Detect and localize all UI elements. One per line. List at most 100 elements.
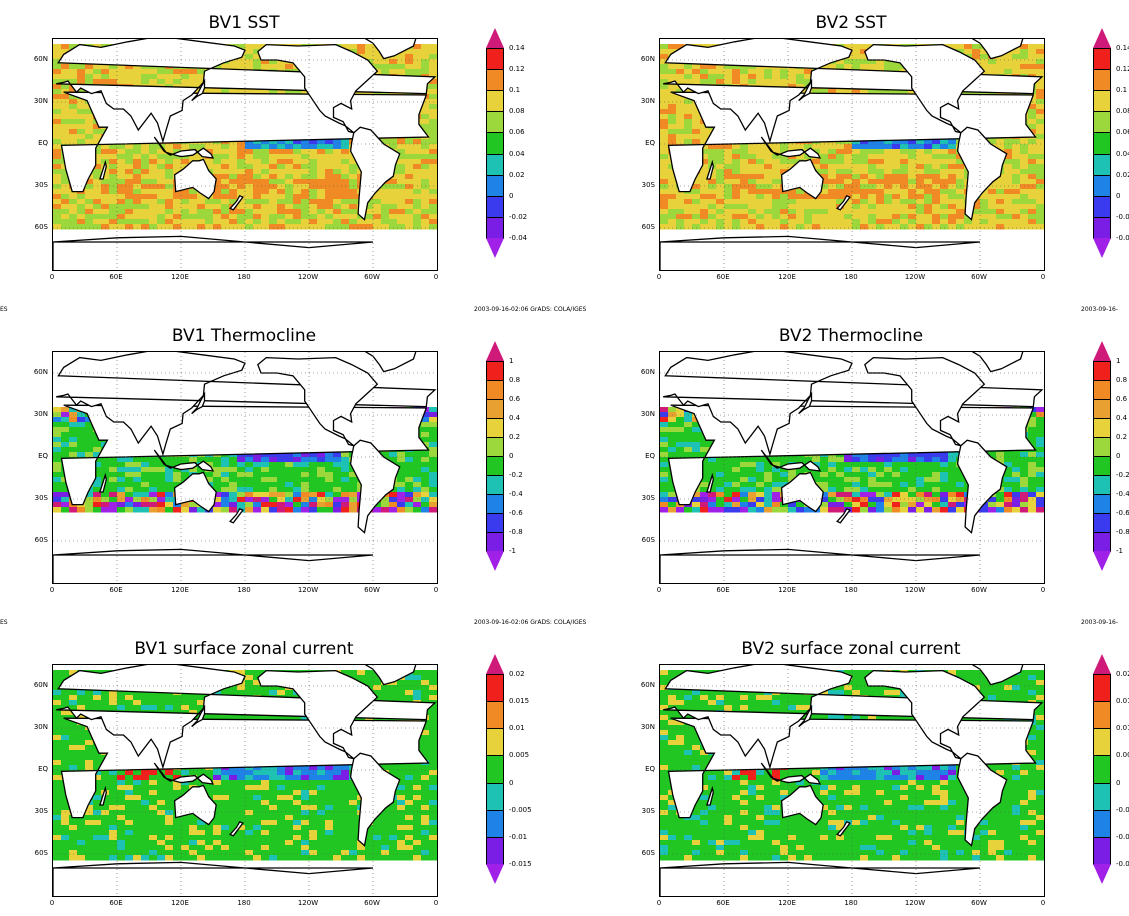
field-cell xyxy=(868,199,877,205)
field-cell xyxy=(213,184,222,190)
field-cell xyxy=(165,69,174,75)
field-cell xyxy=(301,149,310,155)
field-cell xyxy=(349,189,358,195)
field-cell xyxy=(413,219,422,225)
field-cell xyxy=(69,422,78,428)
field-cell xyxy=(341,467,350,473)
field-cell xyxy=(285,194,294,200)
field-cell xyxy=(820,159,829,165)
field-cell xyxy=(756,169,765,175)
field-cell xyxy=(1020,144,1029,150)
field-cell xyxy=(285,502,294,508)
field-cell xyxy=(253,144,262,150)
field-cell xyxy=(149,179,158,185)
field-cell xyxy=(389,507,398,513)
field-cell xyxy=(660,109,669,115)
field-cell xyxy=(285,199,294,205)
field-cell xyxy=(860,64,869,70)
field-cell xyxy=(940,154,949,160)
field-cell xyxy=(908,159,917,165)
field-cell xyxy=(932,204,941,210)
field-cell xyxy=(676,124,685,130)
field-cell xyxy=(421,432,430,438)
field-cell xyxy=(189,467,198,473)
field-cell xyxy=(429,507,437,513)
land-outline xyxy=(173,158,217,200)
field-cell xyxy=(932,179,941,185)
field-cell xyxy=(301,144,310,150)
field-cell xyxy=(245,169,254,175)
field-cell xyxy=(173,507,182,513)
field-cell xyxy=(836,189,845,195)
field-cell xyxy=(285,224,294,230)
field-cell xyxy=(421,224,430,230)
colorbar-segment xyxy=(486,532,504,552)
field-cell xyxy=(341,189,350,195)
field-cell xyxy=(812,199,821,205)
field-cell xyxy=(173,144,182,150)
field-cell xyxy=(884,64,893,70)
field-cell xyxy=(173,462,182,468)
field-cell xyxy=(349,487,358,493)
field-cell xyxy=(333,204,342,210)
field-cell xyxy=(349,472,358,478)
field-cell xyxy=(676,44,685,50)
field-cell xyxy=(53,437,62,443)
field-cell xyxy=(429,159,437,165)
field-cell xyxy=(788,144,797,150)
field-cell xyxy=(668,189,677,195)
field-cell xyxy=(716,184,725,190)
field-cell xyxy=(133,204,142,210)
field-cell xyxy=(213,219,222,225)
field-cell xyxy=(69,224,78,230)
field-cell xyxy=(397,144,406,150)
field-cell xyxy=(69,94,78,100)
field-cell xyxy=(157,194,166,200)
lon-tick-label: 0 xyxy=(433,273,439,281)
field-cell xyxy=(916,174,925,180)
field-cell xyxy=(277,199,286,205)
field-cell xyxy=(413,149,422,155)
field-cell xyxy=(157,467,166,473)
field-cell xyxy=(173,204,182,210)
field-cell xyxy=(668,407,677,413)
field-cell xyxy=(1036,194,1044,200)
field-cell xyxy=(1036,179,1044,185)
field-cell xyxy=(221,214,230,220)
field-cell xyxy=(908,224,917,230)
field-cell xyxy=(53,407,62,413)
colorbar-segment xyxy=(1093,195,1111,218)
field-cell xyxy=(1036,189,1044,195)
field-cell xyxy=(948,204,957,210)
field-cell xyxy=(109,169,118,175)
field-cell xyxy=(293,169,302,175)
field-cell xyxy=(828,179,837,185)
field-cell xyxy=(660,134,669,140)
field-cell xyxy=(245,149,254,155)
field-cell xyxy=(133,477,142,483)
field-cell xyxy=(948,184,957,190)
field-cell xyxy=(197,507,206,513)
field-cell xyxy=(876,199,885,205)
field-cell xyxy=(125,209,134,215)
field-cell xyxy=(277,487,286,493)
field-cell xyxy=(365,54,374,60)
field-cell xyxy=(660,184,669,190)
field-cell xyxy=(684,199,693,205)
field-cell xyxy=(900,194,909,200)
field-cell xyxy=(421,457,430,463)
field-cell xyxy=(301,199,310,205)
field-cell xyxy=(924,194,933,200)
field-cell xyxy=(189,214,198,220)
colorbar-label: 0.04 xyxy=(1116,149,1129,158)
field-cell xyxy=(860,144,869,150)
field-cell xyxy=(325,144,334,150)
field-cell xyxy=(365,49,374,55)
field-cell xyxy=(93,467,102,473)
field-cell xyxy=(221,199,230,205)
field-cell xyxy=(1036,129,1044,135)
field-cell xyxy=(165,219,174,225)
field-cell xyxy=(237,64,246,70)
field-cell xyxy=(732,214,741,220)
field-cell xyxy=(924,164,933,170)
